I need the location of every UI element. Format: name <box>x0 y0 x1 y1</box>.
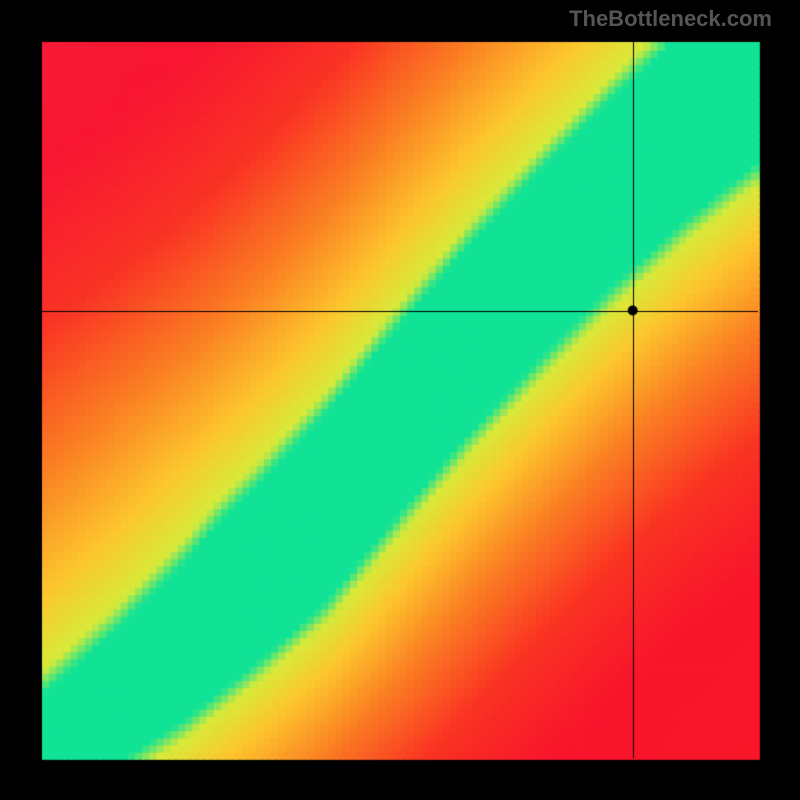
chart-container: TheBottleneck.com <box>0 0 800 800</box>
bottleneck-heatmap <box>0 0 800 800</box>
